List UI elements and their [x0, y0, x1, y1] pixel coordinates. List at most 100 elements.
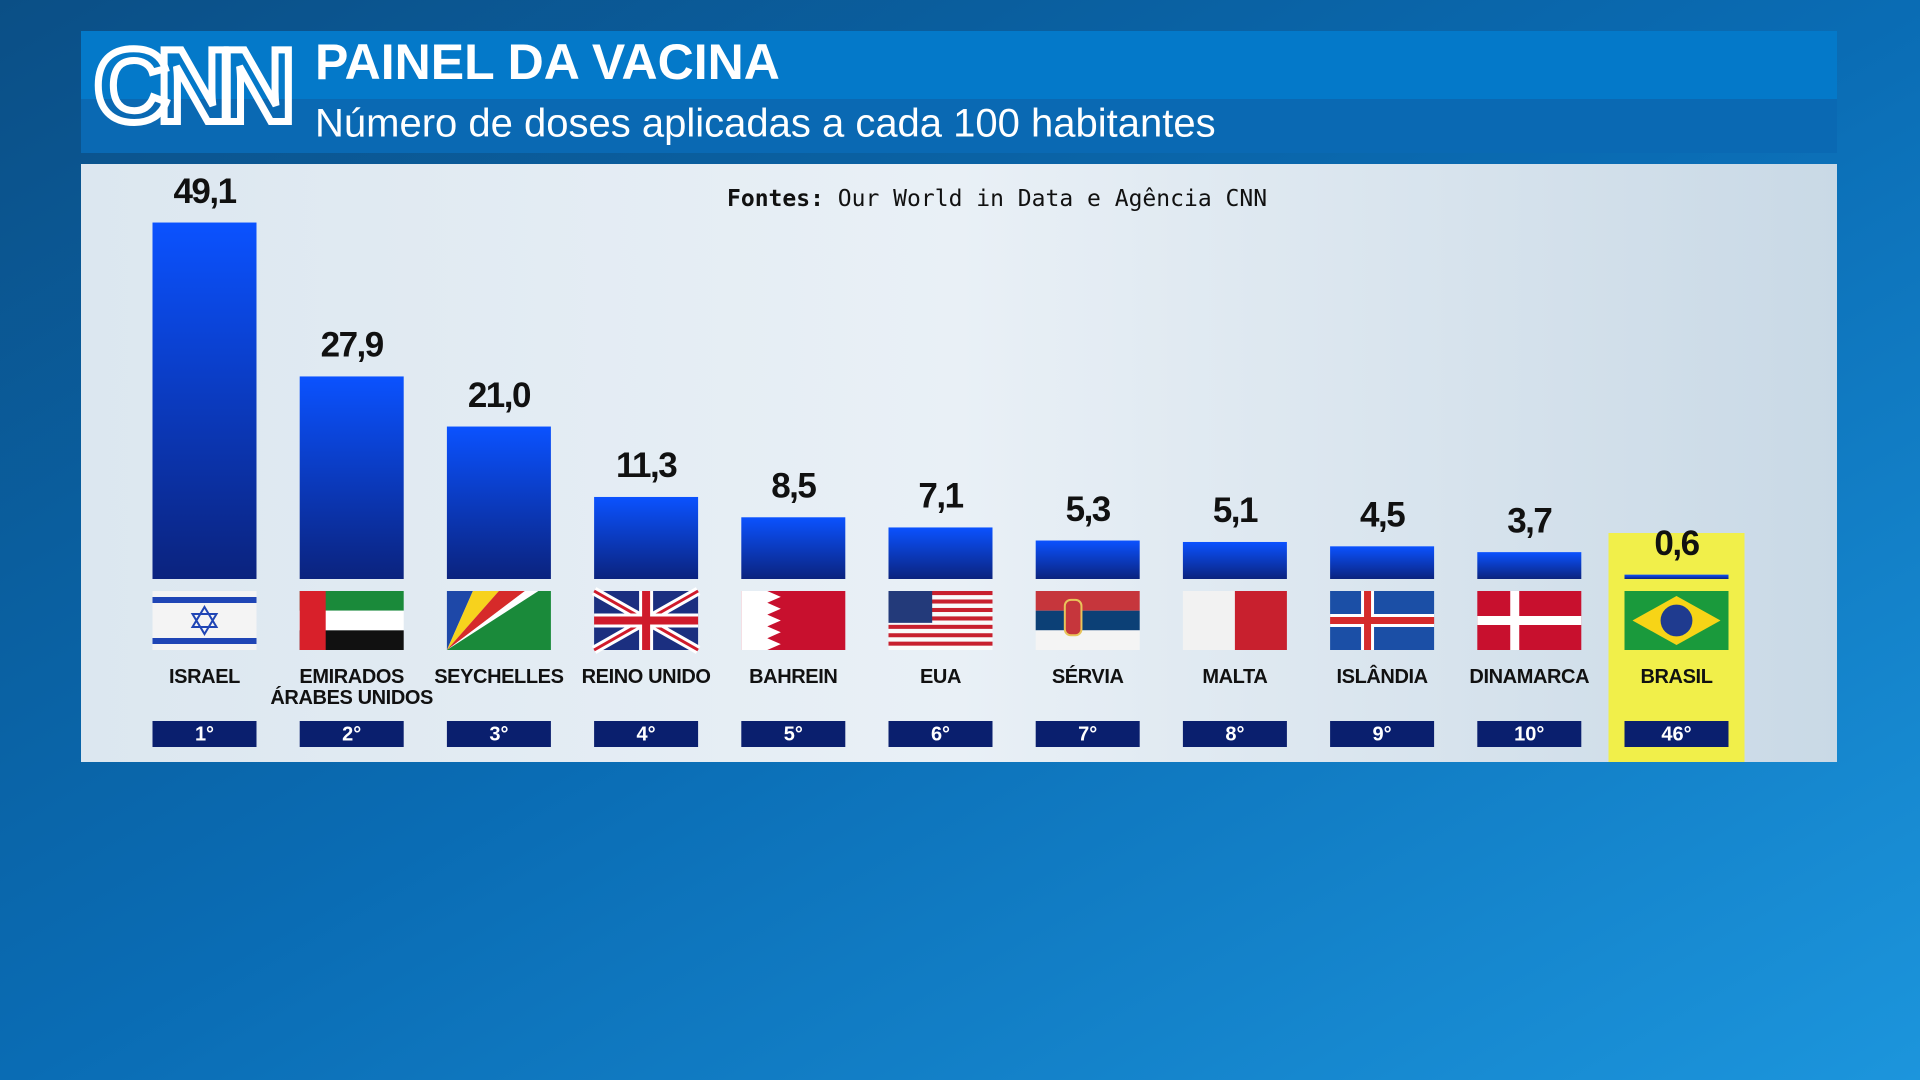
rank-box: [1624, 721, 1729, 747]
chart-title: PAINEL DA VACINA: [315, 34, 780, 90]
flag-part: [888, 620, 993, 625]
rank: 10°: [1514, 723, 1544, 745]
bar: [1330, 546, 1435, 579]
value-label: 3,7: [1507, 501, 1551, 540]
category-label: ISLÂNDIA: [1336, 666, 1428, 688]
flag: [591, 587, 701, 654]
logo: CNN: [94, 28, 289, 144]
source-label: Fontes:: [727, 186, 824, 212]
flag-part: [888, 616, 993, 621]
value-label: 4,5: [1360, 496, 1405, 535]
flag-part: [1330, 591, 1435, 650]
category-label: EMIRADOS ÁRABES UNIDOS: [270, 666, 433, 709]
flag: [1035, 591, 1140, 650]
flag: [152, 591, 257, 650]
rank-box: [1182, 721, 1287, 747]
source: Fontes: Our World in Data e Agência CNN: [727, 186, 1267, 212]
rank: 1°: [195, 723, 214, 745]
category-label: ISRAEL: [169, 666, 240, 688]
rank-box: [1477, 721, 1582, 747]
flag-part: [1477, 591, 1582, 650]
category-label: SÉRVIA: [1051, 666, 1124, 688]
value-label: 21,0: [468, 376, 531, 415]
rank-box: [1035, 721, 1140, 747]
flag-part: [1035, 591, 1140, 611]
bar: [594, 496, 699, 579]
value-label: 5,1: [1213, 491, 1258, 530]
flag-part: [888, 599, 993, 604]
category-label: EUA: [919, 666, 962, 688]
flag-part: [888, 637, 993, 642]
rank-box: [594, 721, 699, 747]
bar: [152, 222, 257, 579]
flag-part: [446, 591, 525, 650]
flag-part: [446, 591, 551, 650]
category-label: SEYCHELLES: [434, 666, 564, 688]
flag: [299, 591, 404, 650]
source-text: Our World in Data e Agência CNN: [838, 186, 1267, 212]
flag: [446, 591, 551, 650]
rank: 7°: [1078, 723, 1097, 745]
flag-part: [888, 645, 993, 650]
flag-part: [888, 628, 993, 634]
rank: 3°: [489, 723, 508, 745]
value-label: 27,9: [321, 326, 384, 365]
flag-part: [152, 597, 257, 603]
rank: 8°: [1225, 723, 1244, 745]
flag-part: [1182, 591, 1235, 650]
flag-part: [888, 641, 993, 646]
flag-part: [888, 591, 933, 623]
bar: [299, 376, 404, 579]
value-label: 5,3: [1066, 490, 1111, 529]
bar: [1182, 541, 1287, 579]
flag-part: [888, 603, 993, 608]
flag-part: [888, 607, 993, 613]
flag-part: [446, 591, 539, 650]
flag-part: [152, 638, 257, 644]
flag-part: [888, 595, 993, 600]
flag: [1182, 591, 1287, 650]
flag-part: [1035, 610, 1140, 631]
rank: 2°: [342, 723, 361, 745]
value-label: 8,5: [771, 467, 816, 506]
flag-part: [1660, 604, 1693, 637]
rank: 4°: [637, 723, 656, 745]
flag: [1624, 591, 1729, 650]
bar: [741, 517, 846, 579]
rank-box: [152, 721, 257, 747]
bar: [1624, 574, 1729, 579]
rank-box: [299, 721, 404, 747]
rank-box: [741, 721, 846, 747]
flag-part: [1234, 591, 1287, 650]
value-label: 11,3: [616, 446, 677, 485]
flag-part: [190, 605, 219, 636]
flag: [741, 591, 846, 650]
subtitle-band: [81, 99, 1837, 153]
category-label: BAHREIN: [749, 666, 838, 688]
chart-subtitle: Número de doses aplicadas a cada 100 hab…: [315, 102, 1216, 146]
bar: [1035, 540, 1140, 579]
value-label: 49,1: [173, 172, 236, 211]
category-label: REINO UNIDO: [581, 666, 711, 688]
value-label: 7,1: [918, 477, 963, 516]
flag: [1330, 591, 1435, 650]
flag-part: [888, 624, 993, 629]
flag-part: [741, 591, 781, 650]
rank: 5°: [784, 723, 803, 745]
flag-part: [888, 612, 993, 617]
flag-part: [594, 591, 699, 650]
flag: [1477, 591, 1582, 650]
flag-part: [1063, 598, 1083, 637]
rank: 46°: [1661, 723, 1691, 745]
flag-part: [888, 591, 993, 596]
flag-part: [1035, 630, 1140, 650]
rank: 6°: [931, 723, 950, 745]
flag: [888, 591, 993, 650]
rank-box: [446, 721, 551, 747]
title-band: [81, 31, 1837, 99]
category-label: BRASIL: [1640, 666, 1713, 688]
flag-part: [888, 633, 993, 638]
category-label: DINAMARCA: [1469, 666, 1590, 688]
